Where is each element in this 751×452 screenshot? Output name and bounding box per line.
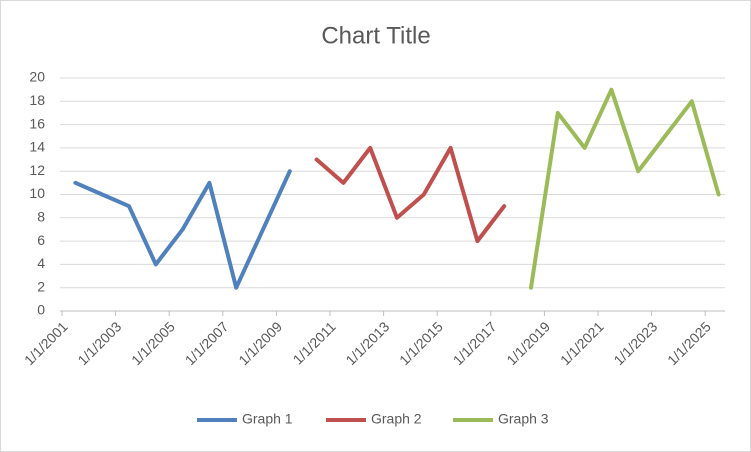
- chart-title: Chart Title: [321, 22, 430, 49]
- y-tick-label: 4: [37, 255, 45, 271]
- series-line: [529, 87, 721, 290]
- legend-label: Graph 2: [371, 411, 422, 427]
- y-tick-label: 18: [29, 92, 45, 108]
- series-line: [73, 169, 292, 290]
- y-tick-label: 6: [37, 232, 45, 248]
- y-tick-label: 0: [37, 302, 45, 318]
- legend-label: Graph 3: [498, 411, 549, 427]
- legend-label: Graph 1: [242, 411, 293, 427]
- y-tick-label: 14: [29, 139, 45, 155]
- y-tick-label: 20: [29, 69, 45, 85]
- y-tick-label: 16: [29, 115, 45, 131]
- y-tick-label: 8: [37, 209, 45, 225]
- y-tick-label: 12: [29, 162, 45, 178]
- y-tick-label: 2: [37, 278, 45, 294]
- y-tick-label: 10: [29, 185, 45, 201]
- series-line: [314, 145, 507, 244]
